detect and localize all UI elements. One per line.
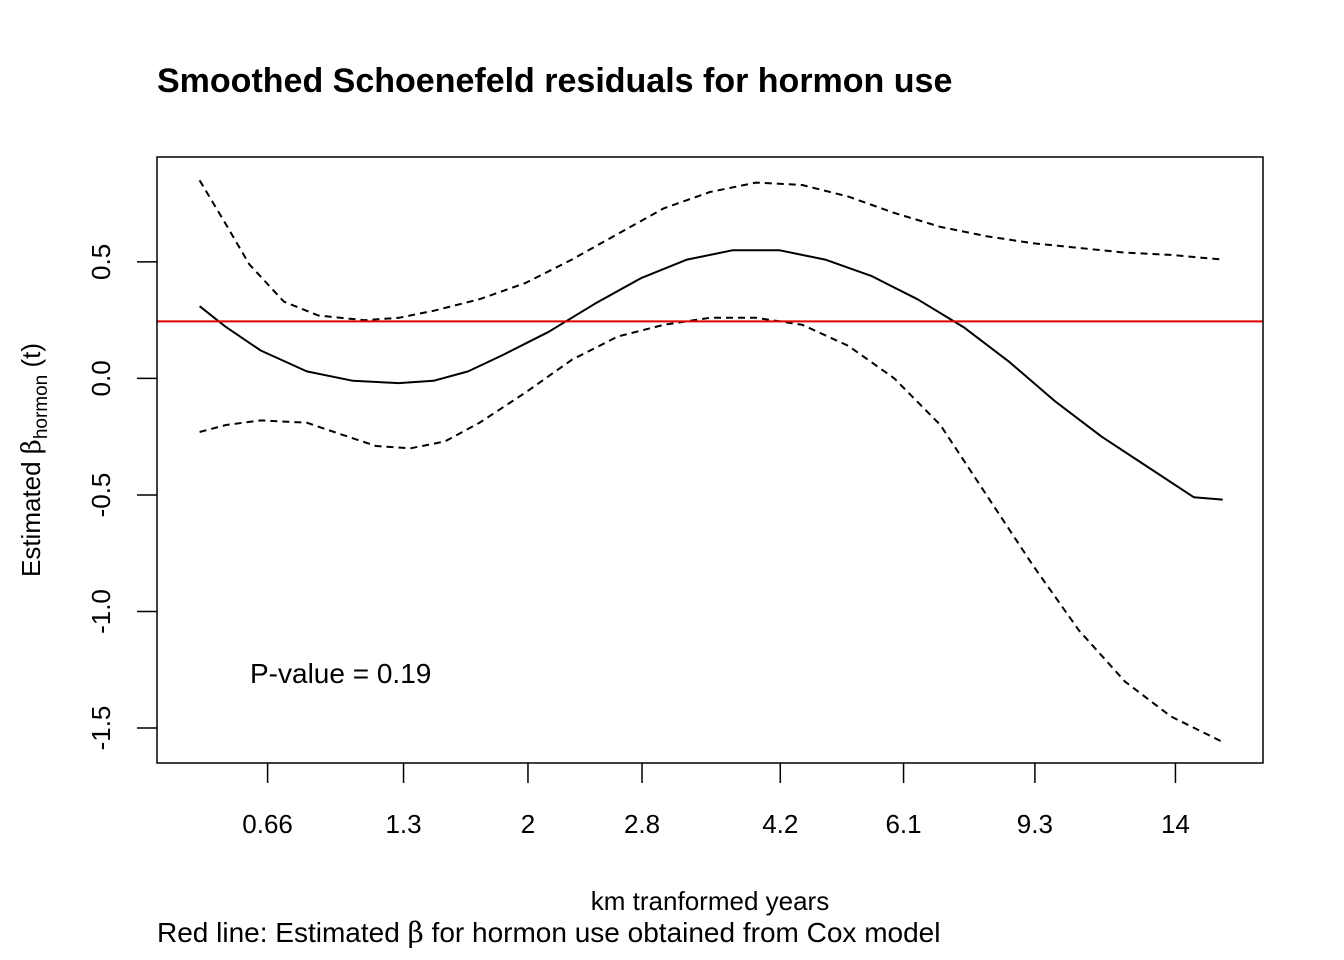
y-tick-label-3: -0.5	[86, 473, 116, 518]
y-axis-label-beta: β	[17, 439, 47, 454]
plot-frame	[156, 156, 1264, 764]
subtitle-after: for hormon use obtained from Cox model	[424, 917, 941, 948]
x-tick-label-1: 0.66	[242, 809, 293, 839]
y-axis-label-suffix: (t)	[16, 343, 46, 375]
y-axis-label-prefix: Estimated	[16, 454, 46, 577]
p-value-annotation: P-value = 0.19	[250, 658, 431, 689]
series-line-1	[198, 249, 1223, 501]
x-axis-label: km tranformed years	[591, 886, 829, 916]
y-axis-label: Estimated βhormon (t)	[16, 343, 52, 577]
subtitle-before: Red line: Estimated	[157, 917, 408, 948]
y-axis-label-subscript: hormon	[31, 375, 52, 439]
x-tick-label-6: 6.1	[885, 809, 921, 839]
subtitle-beta: β	[408, 916, 424, 949]
x-axis: 0.66 1.3 2 2.8 4.2 6.1 9.3 14	[242, 763, 1190, 839]
x-tick-label-4: 2.8	[624, 809, 660, 839]
y-tick-label-5: -1.5	[86, 706, 116, 751]
x-tick-label-2: 1.3	[385, 809, 421, 839]
x-tick-label-3: 2	[521, 809, 535, 839]
x-tick-label-5: 4.2	[762, 809, 798, 839]
series-line-2	[198, 179, 1223, 322]
chart-title: Smoothed Schoenefeld residuals for hormo…	[157, 62, 952, 100]
y-tick-label-4: -1.0	[86, 589, 116, 634]
x-tick-label-8: 14	[1161, 809, 1190, 839]
y-tick-label-1: 0.5	[86, 244, 116, 280]
y-tick-label-2: 0.0	[86, 360, 116, 396]
chart-subtitle: Red line: Estimated β for hormon use obt…	[157, 916, 940, 949]
plot-lines	[157, 179, 1263, 743]
series-line-3	[199, 316, 1224, 743]
x-tick-label-7: 9.3	[1017, 809, 1053, 839]
y-axis: 0.5 0.0 -0.5 -1.0 -1.5	[86, 244, 157, 751]
